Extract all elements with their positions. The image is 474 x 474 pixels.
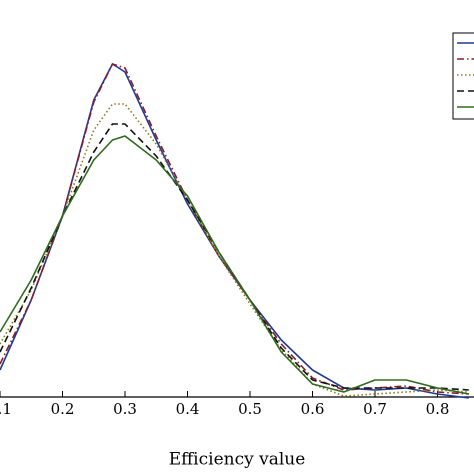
x-tick-label: 0.4 <box>176 400 200 418</box>
series-line <box>0 135 469 395</box>
series-line <box>0 63 469 399</box>
x-tick-label: 0.8 <box>426 400 450 418</box>
series-line <box>0 103 469 397</box>
x-tick-label: 0.7 <box>363 400 387 418</box>
x-tick-label: 0.3 <box>113 400 137 418</box>
x-tick-label: 0.5 <box>238 400 262 418</box>
series-line <box>0 123 469 391</box>
series-line <box>0 63 469 395</box>
x-tick-label: 0.2 <box>51 400 75 418</box>
x-axis-label: Efficiency value <box>169 450 306 470</box>
x-tick-label: 0.6 <box>301 400 325 418</box>
legend-box <box>452 32 474 120</box>
x-tick-label: 0.1 <box>0 400 12 418</box>
